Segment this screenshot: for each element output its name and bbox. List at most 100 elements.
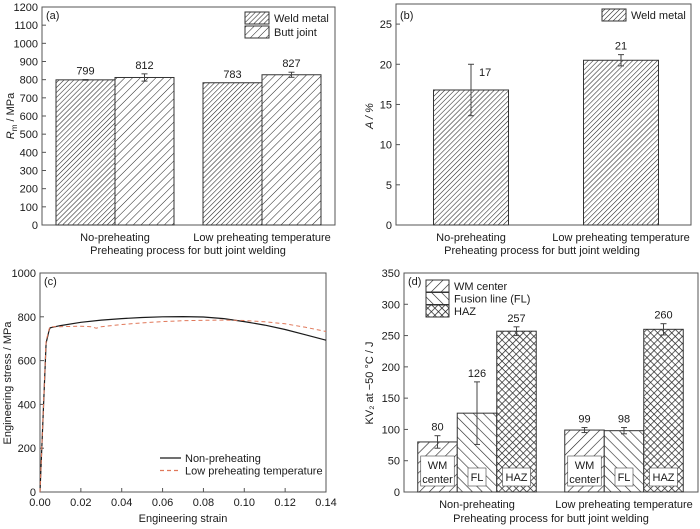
panel-a-ytick-label: 1100	[14, 20, 38, 32]
panel-c-label: (c)	[44, 276, 57, 288]
panel-a-ytick-label: 300	[20, 166, 38, 178]
panel-d-value-label: 99	[578, 414, 590, 426]
panel-d-bar-inner-label-box	[567, 455, 602, 487]
panel-a-bar	[202, 82, 263, 226]
panel-d-bar	[496, 330, 537, 493]
panel-d-legend-swatch	[425, 304, 450, 318]
panel-a-ytick-label: 1000	[14, 38, 38, 50]
panel-c-ytick-label: 200	[18, 443, 36, 455]
panel-c-xtick-label: 0.02	[70, 497, 91, 509]
panel-c-ytick-label: 800	[18, 312, 36, 324]
panel-b-elongation: (b) Preheating process for butt joint we…	[364, 3, 692, 257]
panel-a-ytick-label: 100	[20, 202, 38, 214]
panel-b-plot-frame	[395, 3, 692, 226]
panel-a-ylabel: Rm / MPa	[5, 92, 19, 139]
panel-b-ytick-label: 5	[386, 180, 392, 192]
panel-b-ytick-label: 15	[380, 99, 392, 111]
panel-d-bar-inner-label: center	[569, 474, 600, 486]
panel-c-series-line-low-preheating	[39, 319, 327, 493]
panel-a-value-label: 783	[223, 69, 241, 81]
panel-a-xtick-label: No-preheating	[80, 232, 150, 244]
panel-d-bar-inner-label: FL	[618, 472, 631, 484]
panel-d-ytick-label: 200	[382, 362, 400, 374]
panel-d-bar-inner-label: HAZ	[506, 472, 528, 484]
panel-b-ytick-label: 10	[380, 140, 392, 152]
panel-a-xtick-label: Low preheating temperature	[193, 232, 331, 244]
panel-d-bar-inner-label-box	[649, 467, 678, 487]
panel-c-stress-strain: (c) Engineering strain Engineering stres…	[2, 268, 337, 525]
panel-d-bar-inner-label-box	[502, 467, 531, 487]
panel-d-value-label: 126	[468, 368, 486, 380]
panel-d-ytick-label: 350	[382, 268, 400, 280]
panel-c-xtick-label: 0.04	[111, 497, 132, 509]
panel-b-ylabel: A / %	[364, 103, 376, 130]
panel-c-xtick-label: 0.00	[29, 497, 50, 509]
panel-d-bar-inner-label: center	[422, 474, 453, 486]
panel-a-tensile-strength: (a) Preheating process for butt joint we…	[5, 2, 336, 257]
panel-b-ytick-label: 25	[380, 19, 392, 31]
panel-a-ylabel-rest: / MPa	[5, 92, 17, 125]
panel-d-ytick-label: 100	[382, 424, 400, 436]
panel-d-value-label: 80	[431, 422, 443, 434]
panel-c-xtick-label: 0.06	[152, 497, 173, 509]
panel-d-impact-energy: (d) Preheating process for butt joint we…	[364, 268, 699, 525]
panel-c-ytick-label: 1000	[12, 268, 36, 280]
panel-d-ytick-label: 0	[394, 487, 400, 499]
panel-a-legend-swatch	[244, 25, 270, 39]
panel-d-ytick-label: 50	[388, 456, 400, 468]
panel-a-ytick-label: 600	[20, 111, 38, 123]
panel-d-value-label: 260	[654, 310, 672, 322]
panel-b-value-label: 21	[615, 41, 627, 53]
panel-d-bar-inner-label: FL	[471, 472, 484, 484]
panel-d-xtick-label: Low preheating temperature	[555, 499, 693, 511]
panel-b-ytick-label: 0	[386, 220, 392, 232]
panel-d-bar-inner-label: WM	[428, 460, 448, 472]
panel-a-value-label: 799	[76, 65, 94, 77]
panel-a-ytick-label: 700	[20, 93, 38, 105]
panel-c-ytick-label: 0	[30, 487, 36, 499]
panel-d-value-label: 98	[618, 414, 630, 426]
panel-c-legend-label: Non-preheating	[185, 453, 261, 465]
panel-d-bar	[643, 328, 684, 493]
panel-d-legend-swatch	[425, 279, 450, 293]
panel-b-label: (b)	[400, 10, 413, 22]
panel-d-legend-label: HAZ	[454, 306, 476, 318]
panel-a-bar	[114, 76, 175, 226]
panel-c-xtick-label: 0.14	[315, 497, 336, 509]
panel-a-bar	[261, 74, 322, 226]
panel-c-plot-frame	[39, 272, 327, 493]
panel-d-legend-label: WM center	[454, 281, 508, 293]
panel-a-value-label: 827	[282, 58, 300, 70]
panel-d-bar-inner-label: HAZ	[653, 472, 675, 484]
panel-a-xlabel: Preheating process for butt joint weldin…	[90, 245, 286, 257]
panel-c-xtick-label: 0.12	[274, 497, 295, 509]
panel-a-ytick-label: 500	[20, 129, 38, 141]
panel-d-bar-inner-label-box	[467, 467, 487, 487]
panel-d-label: (d)	[408, 276, 421, 288]
panel-a-legend-swatch	[244, 11, 270, 25]
panel-d-value-label: 257	[507, 313, 525, 325]
panel-b-xtick-label: Low preheating temperature	[552, 232, 690, 244]
panel-a-ytick-label: 400	[20, 147, 38, 159]
panel-c-ytick-label: 400	[18, 399, 36, 411]
panel-d-bar-inner-label-box	[614, 467, 634, 487]
panel-a-legend-label: Butt joint	[274, 27, 317, 39]
panel-d-ytick-label: 250	[382, 331, 400, 343]
panel-d-plot-frame	[403, 272, 699, 493]
panel-a-ytick-label: 0	[32, 220, 38, 232]
panel-a-ylabel-sub: m	[10, 124, 19, 131]
panel-d-xtick-label: Non-preheating	[439, 499, 515, 511]
panel-c-xtick-label: 0.10	[234, 497, 255, 509]
panel-d-legend-label: Fusion line (FL)	[454, 294, 530, 306]
panel-c-ylabel: Engineering stress / MPa	[2, 321, 14, 445]
panel-d-xlabel: Preheating process for butt joint weldin…	[453, 513, 649, 525]
panel-c-legend-label: Low preheating temperature	[185, 466, 323, 478]
panel-d-ytick-label: 150	[382, 393, 400, 405]
panel-a-bar	[55, 79, 116, 226]
panel-b-bar	[583, 59, 659, 226]
panel-d-bar-inner-label-box	[420, 455, 455, 487]
panel-d-bar-inner-label: WM	[575, 460, 595, 472]
panel-d-ylabel: KV₂ at −50 °C / J	[364, 342, 376, 425]
panel-a-ytick-label: 1200	[14, 2, 38, 14]
panel-a-label: (a)	[46, 10, 59, 22]
